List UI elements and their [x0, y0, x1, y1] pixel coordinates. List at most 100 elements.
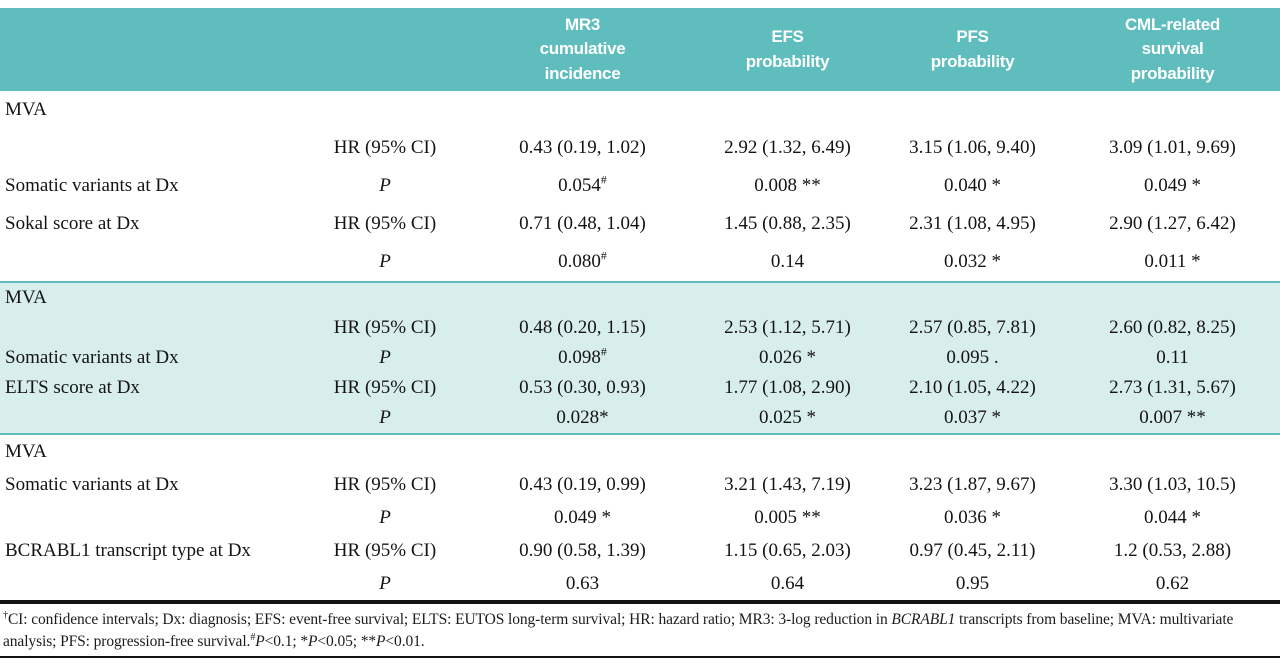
- row-label: Somatic variants at Dx: [5, 347, 179, 368]
- row-label: Somatic variants at Dx: [5, 473, 179, 495]
- stat-label: P: [300, 407, 470, 429]
- column-header-cml-survival: CML-related survival probability: [1125, 14, 1220, 83]
- p-stat-label: P: [379, 572, 391, 594]
- table-row: ELTS score at Dx HR (95% CI) 0.53 (0.30, 0…: [0, 373, 1280, 403]
- cell-value: 2.73 (1.31, 5.67): [1109, 377, 1236, 398]
- p-stat-label: P: [379, 506, 391, 528]
- cell-value: 0.43 (0.19, 0.99): [519, 473, 646, 495]
- footnote-text: <0.05; **: [317, 632, 377, 650]
- cell-value: 0.53 (0.30, 0.93): [519, 377, 646, 398]
- table-row: P 0.028* 0.025 * 0.037 * 0.007 **: [0, 403, 1280, 433]
- cell-value: 1.77 (1.08, 2.90): [724, 377, 851, 398]
- cell-value: 0.11: [1156, 347, 1189, 368]
- cell-value: 0.008 **: [754, 175, 821, 196]
- footnote-superscript: #: [250, 631, 256, 643]
- cell-value: 0.036 *: [944, 506, 1001, 528]
- table-row: HR (95% CI) 0.48 (0.20, 1.15) 2.53 (1.12, …: [0, 313, 1280, 343]
- group-row: MVA: [0, 283, 1280, 313]
- table-row: P 0.049 * 0.005 ** 0.036 * 0.044 *: [0, 501, 1280, 534]
- table-body: MVA HR (95% CI) 0.43 (0.19, 1.02) 2.92 (1.3…: [0, 91, 1280, 600]
- stat-label: HR (95% CI): [333, 539, 437, 561]
- cell-value: 0.43 (0.19, 1.02): [519, 137, 646, 158]
- statistics-table: MR3 cumulative incidence EFS probability…: [0, 8, 1280, 659]
- cell-value: 1.2 (0.53, 2.88): [1113, 539, 1232, 561]
- hash-superscript: #: [600, 249, 607, 263]
- cell-value: 0.098#: [558, 345, 607, 368]
- cell-value: 0.049 *: [554, 506, 611, 528]
- cell-value: 0.97 (0.45, 2.11): [909, 539, 1036, 561]
- column-header-pfs: PFS probability: [930, 26, 1015, 71]
- table-row: Sokal score at Dx HR (95% CI) 0.71 (0.48, …: [0, 205, 1280, 243]
- row-label: BCRABL1 transcript type at Dx: [5, 539, 251, 561]
- cell-value: 0.080#: [558, 249, 607, 272]
- cell-value: 2.53 (1.12, 5.71): [724, 317, 851, 338]
- cell-value: 0.005 **: [754, 506, 821, 528]
- cell-value: 1.45 (0.88, 2.35): [724, 213, 851, 234]
- cell-value: 0.040 *: [944, 175, 1001, 196]
- table-section: MVA HR (95% CI) 0.43 (0.19, 1.02) 2.92 (1.3…: [0, 91, 1280, 281]
- cell-value: 0.032 *: [944, 251, 1001, 272]
- table-header-row: MR3 cumulative incidence EFS probability…: [0, 8, 1280, 91]
- cell-value: 2.90 (1.27, 6.42): [1109, 213, 1236, 234]
- cell-value: 0.028*: [556, 407, 609, 428]
- cell-value: 0.011 *: [1144, 251, 1201, 272]
- hash-superscript: #: [600, 345, 607, 359]
- table-row: P 0.63 0.64 0.95 0.62: [0, 567, 1280, 600]
- hash-superscript: #: [600, 173, 607, 187]
- column-header-mr3: MR3 cumulative incidence: [539, 14, 626, 83]
- row-label: ELTS score at Dx: [5, 377, 140, 398]
- footnote-text: transcripts from baseline; MVA: multivar…: [3, 611, 1234, 650]
- table-row: Somatic variants at Dx P 0.098# 0.026 * 0.09…: [0, 343, 1280, 373]
- cell-value: 0.007 **: [1139, 407, 1206, 428]
- cell-value: 0.14: [770, 251, 805, 272]
- cell-value: 3.30 (1.03, 10.5): [1109, 473, 1236, 495]
- footnote-text: CI: confidence intervals; Dx: diagnosis;…: [7, 611, 892, 628]
- stat-label: P: [300, 175, 470, 197]
- cell-value: 0.037 *: [944, 407, 1001, 428]
- cell-value: 0.095 .: [946, 347, 999, 368]
- cell-value: 0.62: [1155, 572, 1190, 594]
- group-label: MVA: [5, 287, 47, 308]
- footnote-italic-text: P: [255, 632, 265, 650]
- cell-value: 1.15 (0.65, 2.03): [724, 539, 851, 561]
- footnote-text: <0.1; *: [264, 632, 308, 650]
- stat-label: P: [300, 251, 470, 273]
- stat-label: HR (95% CI): [333, 377, 437, 398]
- cell-value: 0.054#: [558, 173, 607, 196]
- p-stat-label: P: [379, 407, 391, 428]
- stat-label: HR (95% CI): [333, 473, 437, 495]
- stat-label: P: [300, 507, 470, 529]
- cell-value: 0.044 *: [1144, 506, 1201, 528]
- cell-value: 3.09 (1.01, 9.69): [1109, 137, 1236, 158]
- footnote-italic-text: P: [308, 632, 318, 650]
- cell-value: 0.63: [565, 572, 600, 594]
- row-label: Sokal score at Dx: [5, 213, 140, 234]
- cell-value: 0.95: [955, 572, 990, 594]
- cell-value: 0.026 *: [759, 347, 816, 368]
- footnote-italic-text: P: [376, 632, 386, 650]
- cell-value: 0.64: [770, 572, 805, 594]
- table-footnote: †CI: confidence intervals; Dx: diagnosis…: [0, 604, 1280, 655]
- cell-value: 0.48 (0.20, 1.15): [519, 317, 646, 338]
- column-header-efs: EFS probability: [745, 26, 830, 71]
- cell-value: 0.90 (0.58, 1.39): [519, 539, 646, 561]
- p-stat-label: P: [379, 347, 391, 368]
- footnote-italic-text: BCRABL1: [891, 611, 956, 628]
- cell-value: 3.23 (1.87, 9.67): [909, 473, 1036, 495]
- cell-value: 3.21 (1.43, 7.19): [724, 473, 851, 495]
- footnote-superscript: †: [3, 609, 8, 621]
- table-section: MVA HR (95% CI) 0.48 (0.20, 1.15) 2.53 (1.1…: [0, 281, 1280, 435]
- stat-label: HR (95% CI): [333, 137, 437, 158]
- p-stat-label: P: [379, 251, 391, 272]
- group-row: MVA: [0, 435, 1280, 468]
- stat-label: HR (95% CI): [333, 213, 437, 234]
- cell-value: 2.31 (1.08, 4.95): [909, 213, 1036, 234]
- group-label: MVA: [5, 99, 47, 120]
- table-row: Somatic variants at Dx P 0.054# 0.008 ** 0.0…: [0, 167, 1280, 205]
- stat-label: P: [300, 573, 470, 595]
- footnote-text: <0.01.: [385, 632, 425, 650]
- table-row: HR (95% CI) 0.43 (0.19, 1.02) 2.92 (1.32, …: [0, 129, 1280, 167]
- stat-label: HR (95% CI): [333, 317, 437, 338]
- cell-value: 2.57 (0.85, 7.81): [909, 317, 1036, 338]
- cell-value: 2.60 (0.82, 8.25): [1109, 317, 1236, 338]
